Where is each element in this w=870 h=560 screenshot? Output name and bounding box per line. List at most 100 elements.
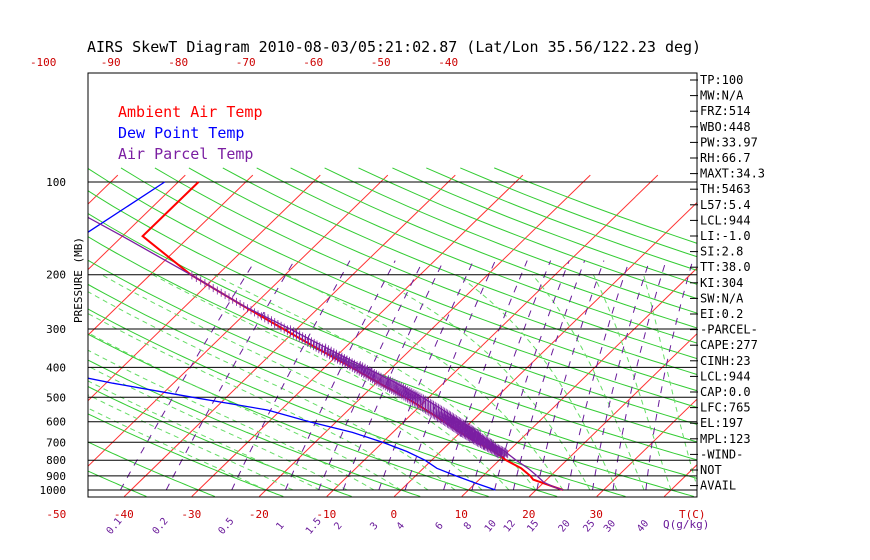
moist-adiabat-line <box>643 274 697 489</box>
isotherm-line <box>326 174 659 497</box>
ambient-air-temp-line <box>141 181 564 491</box>
stats-entry: AVAIL <box>700 479 736 493</box>
stats-entry: PW:33.97 <box>700 135 758 149</box>
stats-entry: KI:304 <box>700 276 743 290</box>
bottom-temp-tick-label: -20 <box>249 508 269 521</box>
dry-adiabat-line <box>88 212 697 461</box>
bottom-temp-tick-label: -40 <box>114 508 134 521</box>
stats-entry: L57:5.4 <box>700 198 751 212</box>
pressure-tick-label: 300 <box>46 323 66 336</box>
pressure-tick-label: 500 <box>46 391 66 404</box>
stats-entry: LCL:944 <box>700 369 751 383</box>
top-temp-tick-label: -50 <box>371 56 391 69</box>
top-temp-tick-label: -70 <box>236 56 256 69</box>
plot-frame <box>87 72 698 498</box>
stats-entry: RH:66.7 <box>700 151 751 165</box>
mixing-ratio-label: 12 <box>502 518 518 534</box>
isotherm-line <box>88 174 186 271</box>
legend-air-parcel-temp: Air Parcel Temp <box>118 145 253 163</box>
stats-entry: MAXT:34.3 <box>700 167 765 181</box>
stats-entry: MPL:123 <box>700 432 751 446</box>
stats-entry: NOT <box>700 463 722 477</box>
mixing-ratio-label: 4 <box>395 521 407 533</box>
dry-adiabat-line <box>88 167 697 425</box>
mixing-ratio-line <box>284 260 396 491</box>
dry-adiabat-line <box>188 167 697 376</box>
bottom-temp-tick-label: -50 <box>46 508 66 521</box>
pressure-tick-label: 100 <box>46 176 66 189</box>
dry-adiabat-line <box>88 359 421 497</box>
pressure-tick-label: 700 <box>46 436 66 449</box>
top-temperature-tick-labels: -120-110-100-90-80-70-60-50-40 <box>30 56 458 69</box>
dry-adiabat-line <box>88 236 697 479</box>
mixing-ratio-line <box>471 260 552 491</box>
stats-entry: -PARCEL- <box>700 323 758 337</box>
pressure-tick-label: 800 <box>46 454 66 467</box>
y-axis-label-group: PRESSURE (MB) <box>72 237 85 323</box>
isotherm-line <box>88 174 389 467</box>
isotherm-line <box>88 174 321 402</box>
isotherm-line <box>528 332 697 497</box>
top-temp-tick-label: -60 <box>303 56 323 69</box>
dry-adiabat-line <box>222 167 697 360</box>
dry-adiabat-line <box>256 167 697 344</box>
dry-adiabat-line <box>324 167 697 314</box>
stats-entry: LI:-1.0 <box>700 229 751 243</box>
mixing-ratio-label: 20 <box>557 518 573 534</box>
mixing-ratio-line <box>612 260 667 491</box>
dry-adiabat-line <box>88 413 284 497</box>
stats-entry: TT:38.0 <box>700 260 751 274</box>
mixing-ratio-line <box>567 260 630 491</box>
isotherm-line <box>799 175 870 496</box>
mixing-ratio-line <box>318 260 424 491</box>
y-axis-label: PRESSURE (MB) <box>72 237 85 323</box>
mixing-ratio-label: 2 <box>332 521 344 533</box>
bottom-temp-tick-label: 20 <box>522 508 535 521</box>
bottom-temp-tick-label: -10 <box>316 508 336 521</box>
mixing-ratio-label: 40 <box>635 518 651 534</box>
stats-entry: CAP:0.0 <box>700 385 751 399</box>
isotherm-line <box>393 201 697 497</box>
dew-point-temp-line <box>88 181 496 491</box>
moist-adiabat-line <box>370 274 591 491</box>
pressure-tick-label: 1000 <box>40 484 67 497</box>
dry-adiabat-line <box>120 167 697 408</box>
top-temp-tick-label: -40 <box>438 56 458 69</box>
mixing-ratio-line <box>536 260 605 491</box>
mixing-ratio-label: 3 <box>368 521 380 533</box>
dry-adiabat-line <box>154 167 697 392</box>
mixing-ratio-label: 10 <box>483 518 499 534</box>
bottom-temp-tick-label: 0 <box>390 508 397 521</box>
dry-adiabat-line <box>88 333 489 497</box>
chart-title: AIRS SkewT Diagram 2010-08-03/05:21:02.8… <box>87 38 701 56</box>
mixing-ratio-line <box>378 260 474 491</box>
bottom-temperature-tick-labels: -50 -40 -30 -20 -10 0 10 20 30 <box>46 508 603 521</box>
stats-entry: SI:2.8 <box>700 245 743 259</box>
pressure-tick-label: 400 <box>46 361 66 374</box>
dry-adiabat-line <box>88 385 352 497</box>
dry-adiabat-line <box>88 308 558 497</box>
bottom-temp-tick-label: 30 <box>590 508 603 521</box>
moist-adiabat-line <box>286 274 564 491</box>
legend: Ambient Air Temp Dew Point Temp Air Parc… <box>118 103 263 163</box>
stats-entry: CAPE:277 <box>700 338 758 352</box>
stats-entry: EI:0.2 <box>700 307 743 321</box>
top-temp-tick-label: -80 <box>168 56 188 69</box>
mixing-ratio-line <box>512 260 586 491</box>
stats-entry: EL:197 <box>700 416 743 430</box>
mixing-ratio-line <box>645 260 694 491</box>
pressure-tick-label: 600 <box>46 416 66 429</box>
isotherm-line <box>258 174 591 497</box>
mixing-ratio-label: 8 <box>462 521 474 533</box>
mixing-ratio-line <box>592 260 650 491</box>
mixing-ratio-unit: Q(g/kg) <box>663 518 709 531</box>
moist-adiabat-line <box>101 274 483 491</box>
dry-adiabat-line <box>290 167 697 329</box>
bottom-temp-tick-label: -30 <box>181 508 201 521</box>
stats-entry: MW:N/A <box>700 89 744 103</box>
isotherm-line <box>0 175 50 496</box>
mixing-ratio-line <box>342 260 445 491</box>
bottom-axis-label: T(C) <box>679 508 706 521</box>
